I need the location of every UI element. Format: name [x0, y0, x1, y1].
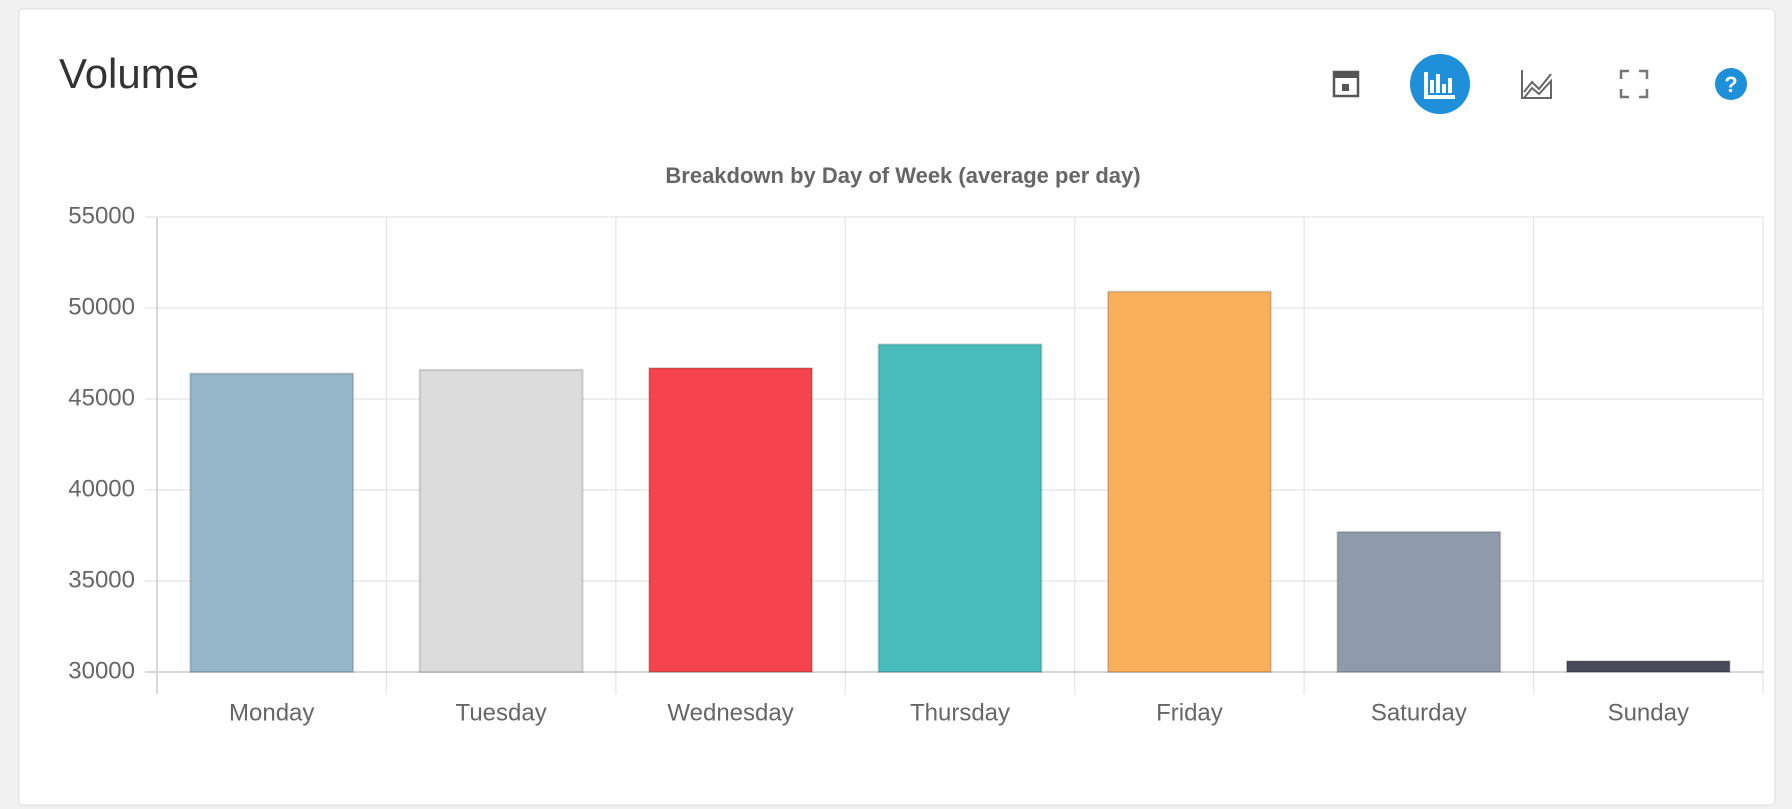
y-tick-label: 55000: [68, 202, 135, 229]
calendar-day[interactable]: [1342, 84, 1349, 91]
y-tick-label: 50000: [68, 293, 135, 320]
calendar-top[interactable]: [1334, 72, 1358, 78]
bar-icon[interactable]: [1424, 72, 1455, 99]
x-tick-label: Friday: [1156, 699, 1223, 726]
panel-title: Volume: [59, 50, 199, 97]
x-tick-label: Monday: [229, 699, 314, 726]
bar: [1565, 660, 1731, 674]
help-button[interactable]: ?: [1715, 68, 1747, 100]
bar: [189, 372, 355, 673]
bar: [418, 368, 584, 673]
x-tick-label: Tuesday: [456, 699, 547, 726]
bar: [1336, 530, 1502, 673]
line-icon[interactable]: [1521, 70, 1552, 99]
y-tick-label: 45000: [68, 384, 135, 411]
x-tick-label: Wednesday: [667, 699, 793, 726]
y-tick-label: 40000: [68, 475, 135, 502]
bar: [648, 367, 814, 673]
chart-title: Breakdown by Day of Week (average per da…: [665, 163, 1140, 188]
expand-icon[interactable]: [1619, 69, 1649, 99]
x-tick-label: Saturday: [1371, 699, 1467, 726]
help-icon[interactable]: ?: [1724, 72, 1737, 97]
calendar-icon[interactable]: [1332, 70, 1360, 98]
line-chart-button[interactable]: [1521, 70, 1552, 99]
help-bg[interactable]: [1715, 68, 1747, 100]
y-tick-label: 30000: [68, 657, 135, 684]
bar: [877, 343, 1043, 673]
x-tick-label: Thursday: [910, 699, 1010, 726]
y-tick-label: 35000: [68, 566, 135, 593]
bar-chart-button[interactable]: [1410, 54, 1470, 114]
expand-button[interactable]: [1619, 69, 1649, 99]
bar: [1106, 290, 1272, 673]
x-tick-label: Sunday: [1608, 699, 1689, 726]
